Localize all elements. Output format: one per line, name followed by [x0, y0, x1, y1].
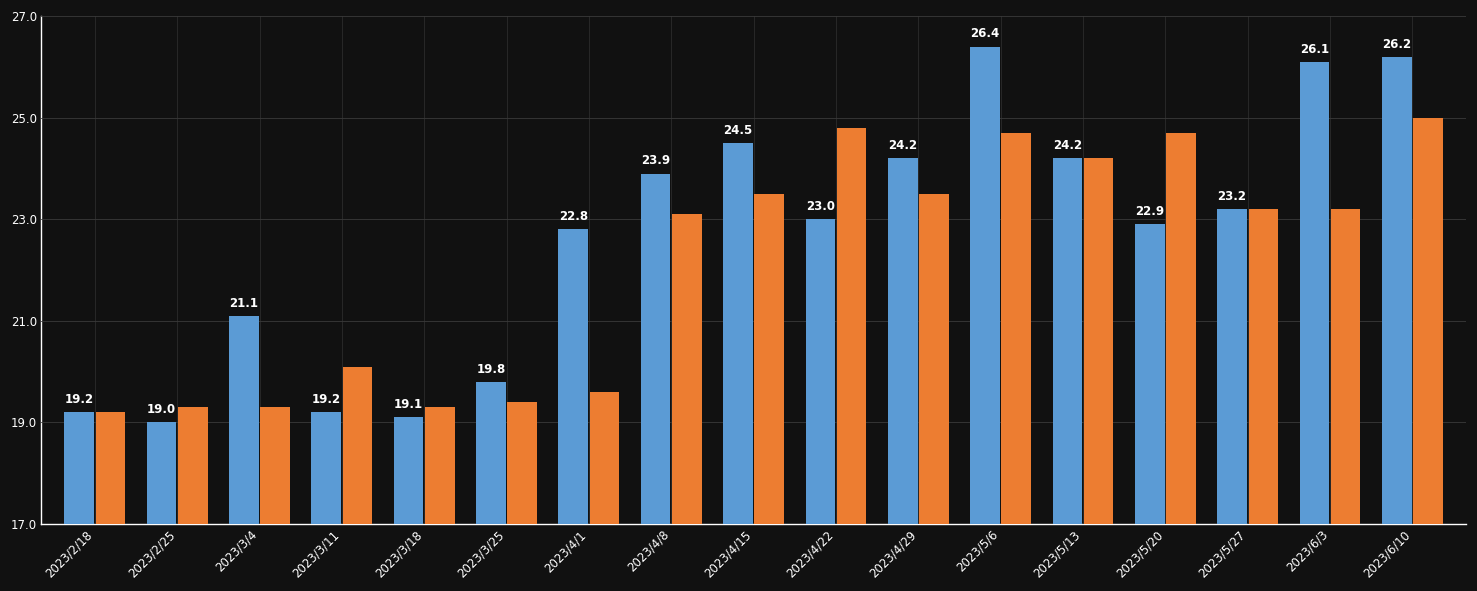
Bar [1300, 62, 1329, 524]
Text: 19.2: 19.2 [312, 393, 341, 406]
Text: 24.2: 24.2 [888, 139, 917, 152]
Bar [672, 214, 702, 524]
Text: 23.9: 23.9 [641, 154, 671, 167]
Bar [837, 128, 867, 524]
Bar [970, 47, 1000, 524]
Bar [755, 194, 784, 524]
Text: 21.1: 21.1 [229, 297, 258, 310]
Bar [805, 219, 835, 524]
Text: 23.2: 23.2 [1217, 190, 1247, 203]
Bar [146, 423, 176, 524]
Bar [394, 417, 424, 524]
Text: 24.2: 24.2 [1053, 139, 1083, 152]
Bar [641, 174, 671, 524]
Bar [1084, 158, 1114, 524]
Bar [1001, 133, 1031, 524]
Bar [558, 229, 588, 524]
Bar [312, 412, 341, 524]
Bar [425, 407, 455, 524]
Text: 19.1: 19.1 [394, 398, 424, 411]
Bar [1413, 118, 1443, 524]
Bar [1331, 209, 1360, 524]
Text: 23.0: 23.0 [806, 200, 835, 213]
Bar [508, 402, 538, 524]
Text: 19.8: 19.8 [477, 363, 505, 376]
Bar [343, 366, 372, 524]
Bar [65, 412, 95, 524]
Bar [1217, 209, 1247, 524]
Bar [888, 158, 917, 524]
Bar [1382, 57, 1412, 524]
Text: 19.2: 19.2 [65, 393, 95, 406]
Text: 22.8: 22.8 [558, 210, 588, 223]
Bar [229, 316, 258, 524]
Text: 26.2: 26.2 [1382, 38, 1412, 51]
Bar [1134, 225, 1164, 524]
Bar [476, 382, 505, 524]
Bar [589, 392, 619, 524]
Bar [1248, 209, 1278, 524]
Text: 26.1: 26.1 [1300, 43, 1329, 56]
Text: 22.9: 22.9 [1136, 205, 1164, 218]
Bar [179, 407, 208, 524]
Bar [1053, 158, 1083, 524]
Bar [1167, 133, 1196, 524]
Bar [724, 143, 753, 524]
Text: 26.4: 26.4 [970, 28, 1000, 41]
Bar [260, 407, 289, 524]
Bar [919, 194, 948, 524]
Text: 19.0: 19.0 [148, 403, 176, 416]
Text: 24.5: 24.5 [724, 124, 753, 137]
Bar [96, 412, 126, 524]
